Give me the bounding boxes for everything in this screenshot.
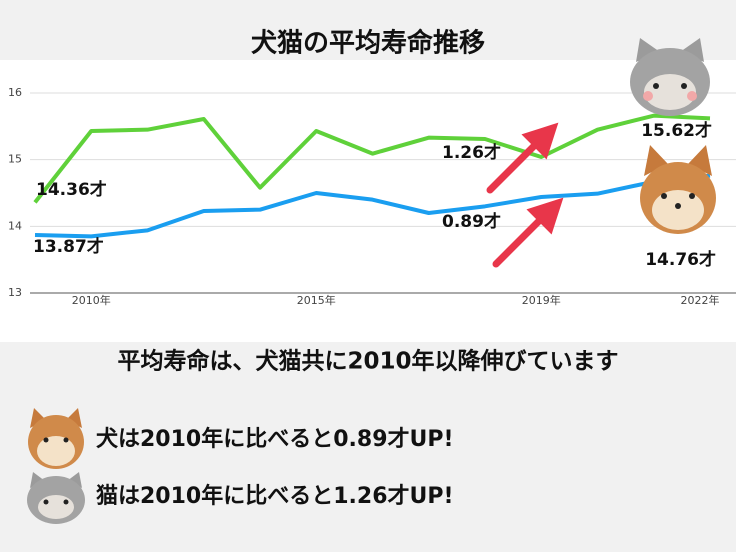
- small-dog-icon: [28, 408, 84, 469]
- data-label: 13.87才: [33, 236, 104, 257]
- y-tick-label: 13: [8, 286, 22, 299]
- arrow-head: [526, 197, 564, 235]
- summary-heading: 平均寿命は、犬猫共に2010年以降伸びています: [117, 348, 618, 375]
- cat-icon: [630, 38, 710, 116]
- annotation: 0.89才: [442, 211, 501, 232]
- chart-title: 犬猫の平均寿命推移: [251, 28, 485, 59]
- series-line: [34, 173, 711, 239]
- arrows: [486, 122, 564, 268]
- annotation: 1.26才: [442, 142, 501, 163]
- data-label: 15.62才: [641, 120, 712, 141]
- series-line: [33, 113, 711, 204]
- small-cat-icon: [27, 472, 85, 524]
- data-label: 14.76才: [645, 249, 716, 270]
- arrow: [492, 215, 545, 268]
- summary-line: 犬は2010年に比べると0.89才UP!: [96, 426, 454, 452]
- plot: 13 14 15 16 2010年 2015年 2019年 2022年: [8, 86, 736, 307]
- dog-icon: [640, 145, 716, 234]
- y-tick-label: 14: [8, 219, 22, 232]
- y-tick-label: 16: [8, 86, 22, 99]
- arrow-head: [521, 122, 559, 160]
- summary-line: 猫は2010年に比べると1.26才UP!: [96, 483, 454, 509]
- x-tick-label: 2022年: [681, 293, 720, 307]
- y-tick-label: 15: [8, 153, 22, 166]
- x-tick-label: 2019年: [522, 293, 561, 307]
- arrow: [486, 140, 540, 194]
- x-tick-label: 2015年: [297, 293, 336, 307]
- data-label: 14.36才: [36, 179, 107, 200]
- x-tick-label: 2010年: [72, 293, 111, 307]
